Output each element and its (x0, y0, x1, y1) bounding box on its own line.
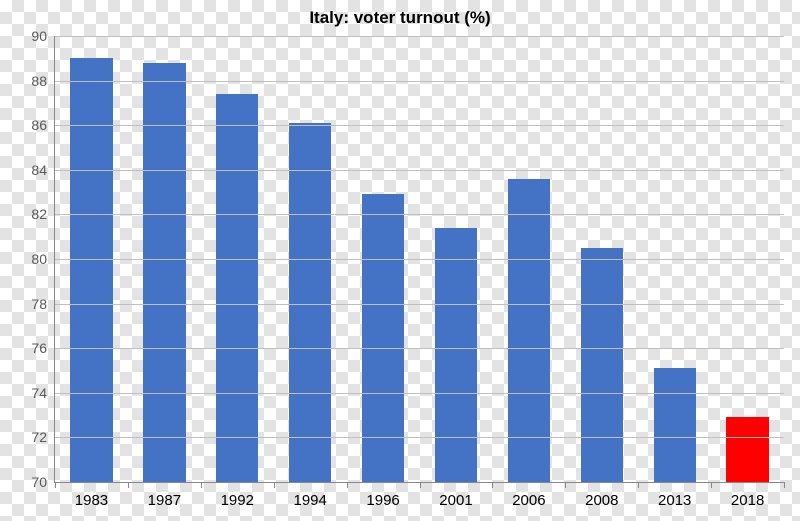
x-axis-label: 2001 (439, 482, 472, 509)
x-tick (711, 482, 712, 488)
x-tick (347, 482, 348, 488)
x-tick (201, 482, 202, 488)
y-axis-label: 80 (31, 251, 55, 267)
gridline (55, 304, 784, 305)
y-axis-label: 72 (31, 429, 55, 445)
x-axis-label: 1987 (148, 482, 181, 509)
gridline (55, 170, 784, 171)
gridline (55, 81, 784, 82)
x-tick (55, 482, 56, 488)
y-axis-label: 70 (31, 474, 55, 490)
gridline (55, 125, 784, 126)
x-axis-label: 1994 (293, 482, 326, 509)
chart-title: Italy: voter turnout (%) (0, 8, 800, 28)
gridline (55, 214, 784, 215)
x-axis-label: 2008 (585, 482, 618, 509)
x-axis-label: 2013 (658, 482, 691, 509)
y-axis-label: 90 (31, 28, 55, 44)
x-axis-label: 1983 (75, 482, 108, 509)
bar-1996 (362, 194, 404, 482)
x-axis-label: 2006 (512, 482, 545, 509)
gridline (55, 348, 784, 349)
x-tick (420, 482, 421, 488)
y-axis-label: 74 (31, 385, 55, 401)
x-axis-label: 1992 (221, 482, 254, 509)
plot-area: 1983198719921994199620012006200820132018… (54, 36, 784, 483)
x-axis-label: 2018 (731, 482, 764, 509)
y-axis-label: 88 (31, 73, 55, 89)
gridline (55, 393, 784, 394)
gridline (55, 259, 784, 260)
y-axis-label: 84 (31, 162, 55, 178)
y-axis-label: 76 (31, 340, 55, 356)
bar-1994 (289, 123, 331, 482)
gridline (55, 437, 784, 438)
bar-2008 (581, 248, 623, 482)
bar-2001 (435, 228, 477, 482)
y-axis-label: 82 (31, 206, 55, 222)
bar-2013 (654, 368, 696, 482)
x-tick (492, 482, 493, 488)
y-axis-label: 86 (31, 117, 55, 133)
y-axis-label: 78 (31, 296, 55, 312)
x-tick (784, 482, 785, 488)
gridline (55, 36, 784, 37)
x-tick (638, 482, 639, 488)
bar-1992 (216, 94, 258, 482)
bar-2018 (726, 417, 768, 482)
bar-1983 (70, 58, 112, 482)
x-tick (128, 482, 129, 488)
x-axis-label: 1996 (366, 482, 399, 509)
x-tick (274, 482, 275, 488)
x-tick (565, 482, 566, 488)
voter-turnout-chart: Italy: voter turnout (%) 198319871992199… (0, 0, 800, 521)
